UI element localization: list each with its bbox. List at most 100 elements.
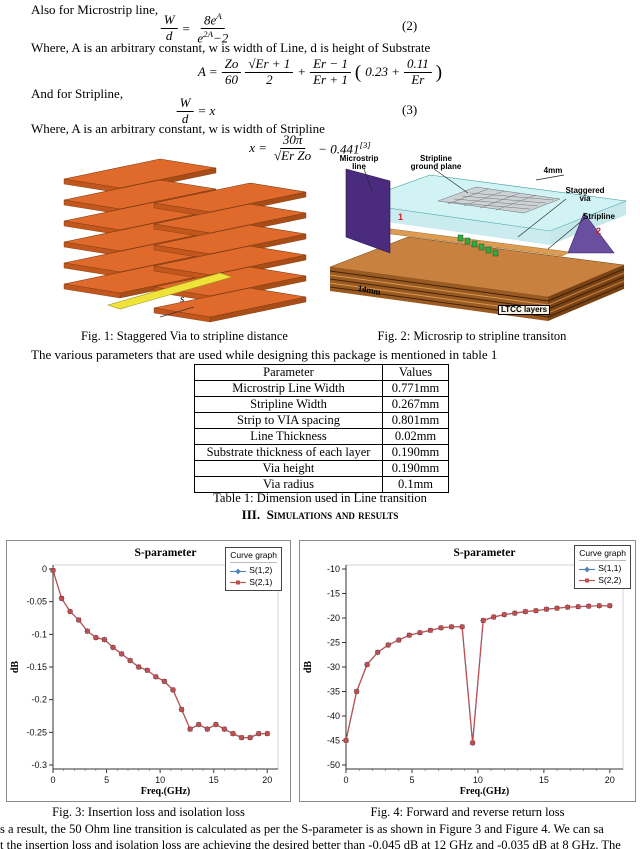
equation-x-body: x = 30π √Er Zo − 0.441[3] — [249, 132, 371, 164]
equation-3: W d = x (3) — [0, 95, 640, 126]
label-staggered-via: Staggered via — [565, 186, 605, 204]
y-axis-label: dB — [303, 661, 314, 674]
port2-plane-shape — [567, 212, 615, 254]
eqA-frac-er: Er − 1 Er + 1 — [310, 56, 351, 88]
legend-marker-icon — [230, 568, 247, 575]
label-4mm: 4mm — [543, 166, 563, 175]
chart-title: S-parameter — [454, 547, 516, 559]
eqA-const: 0.23 + — [365, 64, 400, 80]
eq2-equals: = — [181, 20, 191, 36]
legend-marker-icon — [579, 578, 596, 583]
cell-parameter: Via height — [194, 460, 383, 477]
legend-series-name: S(2,1) — [249, 576, 273, 587]
svg-text:-30: -30 — [327, 662, 340, 672]
fig2-caption: Fig. 2: Microsrip to stripline transiton — [377, 329, 567, 343]
svg-text:20: 20 — [605, 775, 615, 785]
para-and-stripline: And for Stripline, — [31, 86, 124, 101]
svg-text:-15: -15 — [327, 589, 340, 599]
equation-2: W d = 8eA e2A−2 (2) — [0, 9, 640, 46]
eq2-number: (2) — [402, 18, 418, 33]
x-axis-label: Freq.(GHz) — [460, 786, 510, 797]
svg-text:0: 0 — [343, 775, 348, 785]
eqA-f4d: Er — [411, 71, 425, 87]
eqx-fraction: 30π √Er Zo — [271, 132, 314, 164]
eqA-f2d: 2 — [266, 71, 273, 87]
legend-series-name: S(1,2) — [249, 565, 273, 576]
eqA-f3n: Er − 1 — [310, 56, 351, 73]
table-row: Via radius 0.1mm — [194, 476, 449, 493]
table-caption: Table 1: Dimension used in Line transiti… — [213, 491, 427, 505]
section-title: Simulations and results — [266, 507, 399, 522]
eq3-rhs: = x — [197, 103, 216, 119]
dimension-line — [159, 306, 195, 318]
svg-text:0: 0 — [42, 564, 47, 574]
staggered-via-figure — [63, 158, 307, 323]
svg-text:10: 10 — [155, 775, 165, 785]
label-ltcc-layers: LTCC layers — [498, 305, 551, 316]
table-row: Line Thickness 0.02mm — [194, 428, 449, 445]
figure-2-image: Microstrip line Stripline ground plane 4… — [312, 154, 632, 327]
table-row: Substrate thickness of each layer 0.190mm — [194, 444, 449, 461]
cell-value: 0.02mm — [382, 428, 449, 445]
dimension-table: Parameter Values Microstrip Line Width 0.… — [194, 364, 449, 493]
eq2-num-sup: A — [216, 11, 222, 21]
chart-legend: Curve graph S(1,1) S(2,2) — [574, 545, 631, 590]
fig3-caption: Fig. 3: Insertion loss and isolation los… — [52, 805, 245, 819]
legend-entry: S(1,1) — [579, 563, 626, 574]
fig4-caption: Fig. 4: Forward and reverse return loss — [370, 805, 565, 819]
eqA-lhs: A = — [197, 64, 218, 80]
legend-entry: S(1,2) — [230, 565, 277, 576]
chart-insertion-loss: 0 -0.05 -0.1 -0.15 -0.2 -0.25 -0.3 0 5 10 15 20 S-pa… — [6, 540, 291, 802]
cell-parameter: Line Thickness — [194, 428, 383, 445]
legend-marker-icon — [230, 580, 247, 585]
svg-text:-10: -10 — [327, 564, 340, 574]
equation-x: x = 30π √Er Zo − 0.441[3] — [0, 132, 640, 163]
table-row: Stripline Width 0.267mm — [194, 396, 449, 413]
eq3-lhs-den: d — [181, 110, 189, 126]
eqA-f3d: Er + 1 — [313, 71, 348, 87]
eq2-lhs-den: d — [165, 28, 173, 44]
svg-text:0: 0 — [50, 775, 55, 785]
section-heading: III. Simulations and results — [0, 507, 640, 523]
svg-text:5: 5 — [409, 775, 414, 785]
table-row: Microstrip Line Width 0.771mm — [194, 380, 449, 397]
x-axis-label: Freq.(GHz) — [141, 786, 191, 797]
equation-2-body: W d = 8eA e2A−2 — [160, 11, 232, 47]
chart-return-loss: -10 -15 -20 -25 -30 -35 -40 -45 -50 0 5 10 15 20 S-par… — [299, 540, 636, 802]
svg-text:10: 10 — [473, 775, 483, 785]
bottom-text-line2: t the insertion loss and isolation loss … — [0, 838, 621, 849]
figure-1-image: s — [62, 157, 307, 327]
eqA-plus: + — [297, 64, 307, 80]
legend-series-name: S(2,2) — [598, 574, 622, 585]
cell-parameter: Microstrip Line Width — [194, 380, 383, 397]
svg-text:-0.3: -0.3 — [31, 760, 47, 770]
cell-parameter: Substrate thickness of each layer — [194, 444, 383, 461]
eqA-f4n: 0.11 — [403, 56, 432, 73]
cell-value: 0.801mm — [382, 412, 449, 429]
cell-parameter: Stripline Width — [194, 396, 383, 413]
svg-text:-45: -45 — [327, 736, 340, 746]
label-port-2: 2 — [596, 226, 602, 236]
stripline-strip-shape — [106, 272, 234, 310]
svg-text:15: 15 — [539, 775, 549, 785]
eq2-den-sup: 2A — [203, 29, 213, 40]
cell-parameter: Strip to VIA spacing — [194, 412, 383, 429]
cell-value: 0.190mm — [382, 460, 449, 477]
svg-text:-0.2: -0.2 — [31, 695, 47, 705]
chart-title: S-parameter — [135, 547, 197, 559]
para-where-microstrip: Where, A is an arbitrary constant, w is … — [31, 40, 431, 55]
port1-plane-shape — [345, 168, 391, 254]
label-stripline-ground-plane: Stripline ground plane — [410, 154, 462, 172]
table-row: Via height 0.190mm — [194, 460, 449, 477]
eq2-lhs-num: W — [160, 12, 178, 30]
equation-A: A = Zo 60 √Er + 1 2 + Er − 1 Er + 1 ( 0.… — [0, 55, 640, 87]
table-header-row: Parameter Values — [194, 364, 449, 381]
svg-text:-20: -20 — [327, 613, 340, 623]
cell-value: 0.1mm — [382, 476, 449, 493]
cell-value: 0.190mm — [382, 444, 449, 461]
svg-text:-35: -35 — [327, 687, 340, 697]
eqA-frac-zo60: Zo 60 — [221, 56, 242, 88]
eq2-rhs-num: 8eA — [200, 11, 225, 30]
legend-entry: S(2,2) — [579, 575, 626, 586]
